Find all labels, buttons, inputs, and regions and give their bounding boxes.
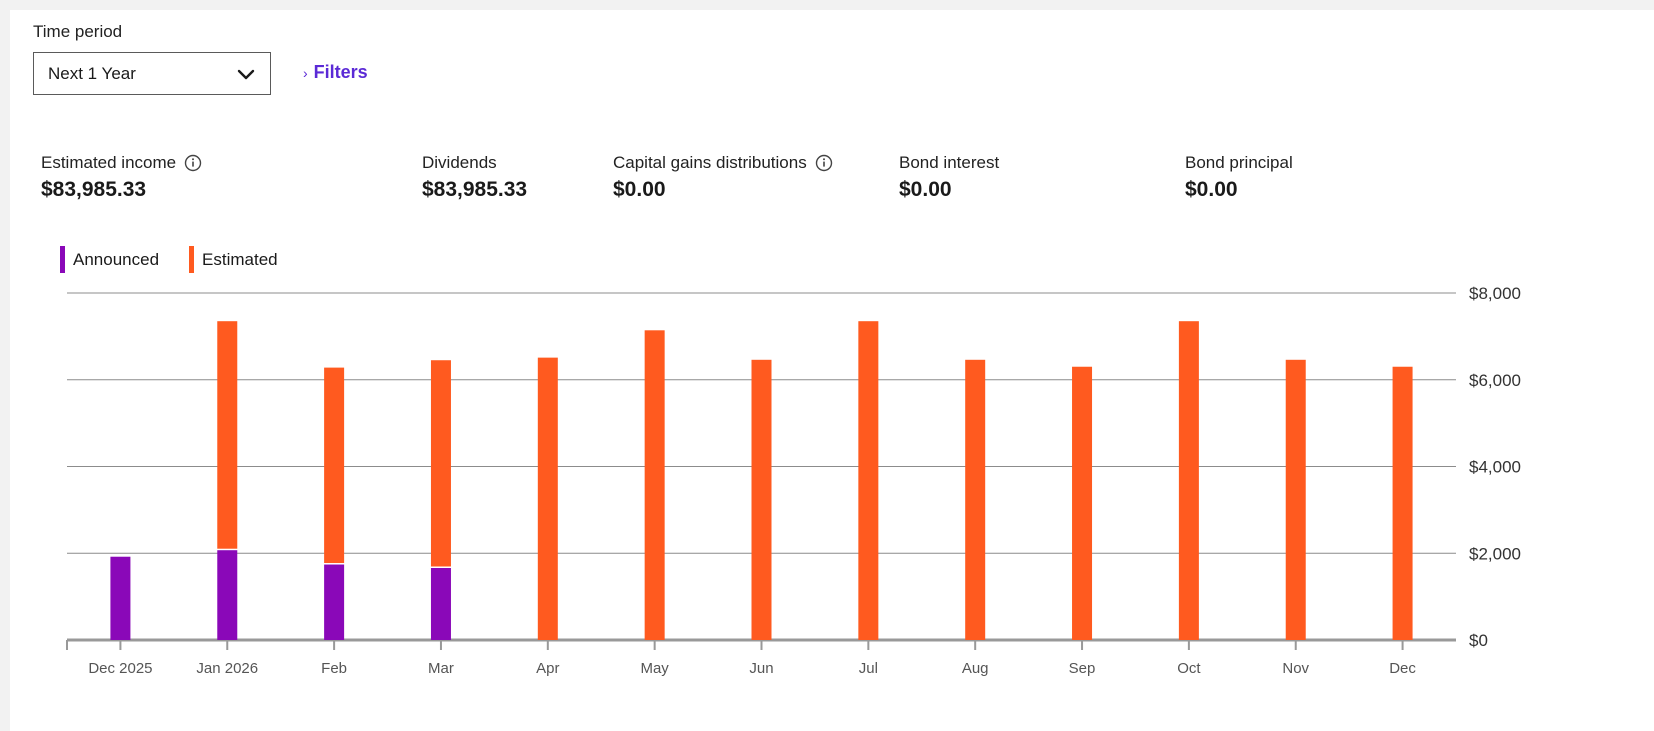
metric-estimated-income: Estimated income $83,985.33 [41,152,202,202]
metric-value: $0.00 [899,178,952,201]
x-tick-label: Jul [859,660,878,677]
legend-swatch-announced [60,246,65,273]
time-period-value: Next 1 Year [48,63,136,83]
x-tick-label: May [640,660,669,677]
bar-estimated [1072,366,1093,640]
filters-button[interactable]: › Filters [303,62,368,83]
y-tick-label: $8,000 [1469,284,1521,303]
bar-announced [430,567,451,640]
x-tick-label: Apr [536,660,559,677]
x-tick-label: Dec 2025 [88,660,152,677]
time-period-label: Time period [33,22,123,41]
bar-estimated [324,367,345,564]
x-tick-label: Aug [962,660,989,677]
legend-label-estimated: Estimated [202,249,278,269]
x-tick-label: Jun [749,660,773,677]
metric-capital-gains: Capital gains distributions $0.00 [613,152,833,202]
metric-dividends: Dividends $83,985.33 [422,152,527,202]
x-tick-label: Oct [1177,660,1201,677]
legend-item-estimated: Estimated [189,246,278,273]
bar-announced [110,556,131,640]
metric-bond-principal: Bond principal $0.00 [1185,152,1293,202]
metric-label: Bond interest [899,153,1000,172]
metric-value: $83,985.33 [41,178,147,201]
time-period-select[interactable]: Next 1 Year [33,52,271,95]
legend-item-announced: Announced [60,246,159,273]
y-tick-label: $4,000 [1469,458,1521,477]
metric-value: $0.00 [1185,178,1238,201]
chevron-right-icon: › [303,64,308,81]
legend-swatch-estimated [189,246,195,273]
bar-estimated [430,360,451,567]
metric-value: $0.00 [613,178,666,201]
metric-label: Bond principal [1185,153,1293,172]
bar-estimated [644,330,665,640]
info-icon[interactable] [815,154,833,172]
x-tick-label: Sep [1069,660,1096,677]
metric-label: Dividends [422,153,497,172]
income-card [10,10,1654,731]
info-icon[interactable] [184,154,202,172]
metric-value: $83,985.33 [422,178,528,201]
bar-estimated [217,321,238,549]
bar-estimated [858,321,879,640]
bar-estimated [751,359,772,640]
x-tick-label: Nov [1282,660,1309,677]
x-tick-label: Jan 2026 [196,660,258,677]
x-tick-label: Mar [428,660,454,677]
bar-estimated [965,359,986,640]
bar-announced [324,564,345,640]
metric-label: Capital gains distributions [613,153,807,172]
x-tick-label: Dec [1389,660,1416,677]
x-tick-label: Feb [321,660,347,677]
bar-estimated [537,357,558,640]
filters-label: Filters [313,62,368,82]
y-tick-label: $2,000 [1469,544,1521,563]
legend-label-announced: Announced [73,249,160,269]
chevron-down-icon [236,64,256,84]
bar-estimated [1285,359,1306,640]
metric-bond-interest: Bond interest $0.00 [899,152,999,202]
metric-label: Estimated income [41,153,177,172]
y-tick-label: $6,000 [1469,371,1521,390]
chart-legend: Announced Estimated [60,246,278,273]
y-tick-label: $0 [1469,631,1488,650]
bar-announced [217,550,238,640]
bar-estimated [1392,366,1413,640]
bar-estimated [1178,321,1199,640]
